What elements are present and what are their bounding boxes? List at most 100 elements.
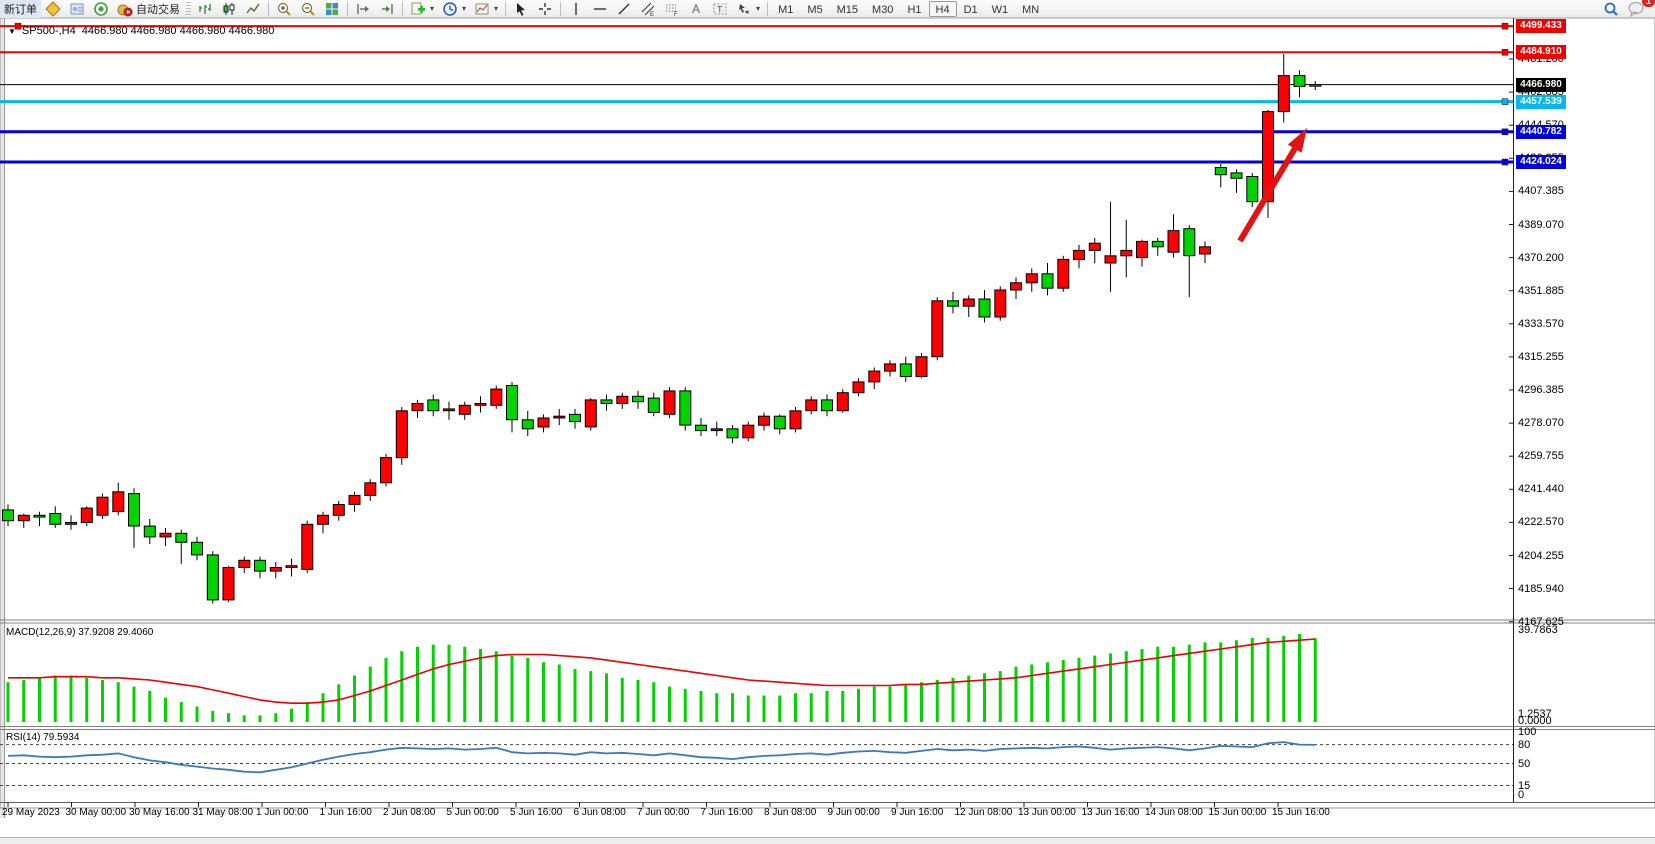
candle	[317, 514, 329, 525]
chart-shift-button[interactable]	[375, 0, 399, 18]
timeframe-D1[interactable]: D1	[963, 3, 978, 16]
signals-button[interactable]	[89, 0, 113, 18]
cursor-button[interactable]	[509, 0, 533, 18]
price-axis-label: 4241.440	[1518, 483, 1564, 496]
line-endpoint-marker[interactable]	[1501, 22, 1509, 30]
dropdown-arrow-icon: ▾	[756, 4, 761, 13]
notifications-button[interactable]: 1	[1623, 0, 1655, 18]
rsi-axis-label: 100	[1518, 726, 1537, 738]
text-tool-button[interactable]: A	[684, 0, 708, 18]
toolbar: 新订单 自动交易 ▾ ▾	[0, 0, 1655, 18]
time-axis-label: 15 Jun 16:00	[1272, 807, 1330, 818]
candle	[1041, 273, 1054, 289]
candle	[222, 567, 235, 601]
zoom-out-icon	[300, 1, 316, 17]
annotation-arrow-shaft[interactable]	[1237, 138, 1303, 243]
auto-trading-button[interactable]: 自动交易	[113, 0, 184, 18]
tile-windows-button[interactable]	[320, 0, 344, 18]
templates-button[interactable]: ▾	[470, 0, 502, 18]
candle	[285, 565, 298, 569]
new-chart-button[interactable]	[41, 0, 65, 18]
candle	[1246, 176, 1259, 203]
vertical-line-tool-button[interactable]	[564, 0, 588, 18]
timeframe-M15[interactable]: M15	[836, 3, 859, 16]
candle	[348, 494, 361, 505]
price-axis-label: 4204.255	[1518, 549, 1564, 562]
search-button[interactable]	[1599, 0, 1623, 18]
candle	[647, 397, 660, 414]
new-order-button[interactable]: 新订单	[0, 0, 41, 18]
timeframe-H1[interactable]: H1	[907, 3, 922, 16]
rsi-axis-label: 15	[1518, 779, 1531, 792]
zoom-in-button[interactable]	[272, 0, 296, 18]
search-icon	[1603, 1, 1619, 17]
indicators-button[interactable]: ▾	[406, 0, 438, 18]
candle	[49, 513, 62, 525]
timeframe-M1[interactable]: M1	[778, 3, 794, 16]
candle	[364, 482, 377, 496]
candle	[789, 410, 802, 430]
candle	[584, 399, 597, 428]
timeframe-H4[interactable]: H4	[928, 0, 957, 17]
chart-canvas[interactable]	[0, 18, 1655, 826]
line-endpoint-marker[interactable]	[1501, 49, 1509, 56]
crosshair-button[interactable]	[533, 0, 557, 18]
candle	[238, 559, 251, 568]
candle	[695, 424, 707, 432]
toolbar-drag-handle[interactable]	[186, 1, 191, 16]
horizontal-line-tool-button[interactable]	[588, 0, 612, 18]
candle	[726, 428, 739, 439]
auto-scroll-button[interactable]	[351, 0, 375, 18]
timeframe-MN[interactable]: MN	[1022, 3, 1040, 16]
svg-text:F: F	[674, 12, 678, 17]
time-axis-label: 5 Jun 00:00	[446, 807, 499, 818]
notification-badge: 1	[1641, 0, 1655, 7]
text-label-tool-button[interactable]: T	[708, 0, 732, 18]
candle	[427, 399, 440, 412]
profiles-button[interactable]	[65, 0, 89, 18]
profiles-icon	[69, 1, 85, 17]
line-chart-icon	[245, 1, 261, 17]
clock-icon	[442, 1, 458, 17]
bar-chart-button[interactable]	[193, 0, 217, 18]
candle	[821, 399, 833, 412]
time-axis-label: 13 Jun 00:00	[1018, 807, 1076, 818]
bar-chart-icon	[197, 1, 213, 17]
rsi-axis-label: 80	[1518, 738, 1531, 751]
candle	[1309, 84, 1322, 87]
line-endpoint-marker[interactable]	[1501, 98, 1509, 105]
channel-tool-button[interactable]: E	[636, 0, 660, 18]
candle	[1214, 167, 1227, 176]
macd-scale-mid: 1.2537	[1518, 708, 1552, 720]
timeframe-W1[interactable]: W1	[991, 3, 1009, 16]
timeframe-M30[interactable]: M30	[872, 3, 894, 16]
chart-collapse-icon[interactable]: ▼	[8, 26, 16, 36]
svg-text:A: A	[692, 2, 700, 16]
line-endpoint-marker[interactable]	[1501, 158, 1509, 166]
price-tag: 4424.024	[1516, 155, 1566, 169]
annotation-arrow-head[interactable]	[1287, 128, 1307, 153]
candle	[962, 298, 975, 307]
zoom-out-button[interactable]	[296, 0, 320, 18]
timeframe-M5[interactable]: M5	[807, 3, 823, 16]
line-endpoint-marker[interactable]	[1501, 128, 1509, 136]
price-axis-label: 4278.070	[1518, 417, 1564, 430]
fibonacci-tool-button[interactable]: F	[660, 0, 684, 18]
chart-title: ▼ SP500-,H4 4466.980 4466.980 4466.980 4…	[8, 25, 274, 37]
periods-button[interactable]: ▾	[438, 0, 470, 18]
window-bottom-edge	[0, 837, 1655, 844]
candlestick-chart-button[interactable]	[217, 0, 241, 18]
candle	[380, 457, 392, 484]
line-chart-button[interactable]	[241, 0, 265, 18]
candle	[742, 424, 755, 439]
candle	[600, 399, 613, 404]
candle	[1025, 273, 1038, 284]
candle	[994, 289, 1007, 318]
line-endpoint-marker[interactable]	[14, 22, 22, 30]
candle	[663, 390, 676, 415]
trendline-tool-button[interactable]	[612, 0, 636, 18]
candle	[506, 385, 518, 421]
arrows-tool-button[interactable]: ▾	[732, 0, 764, 18]
candle	[1136, 240, 1148, 259]
toolbar-separator	[560, 1, 562, 16]
